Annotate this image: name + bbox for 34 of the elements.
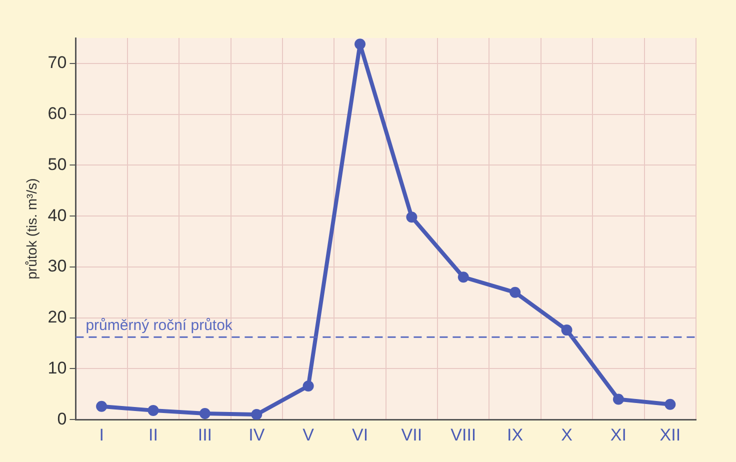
point xyxy=(302,380,314,392)
x-tick-label: VII xyxy=(401,425,422,444)
point xyxy=(664,398,676,410)
x-tick-label: I xyxy=(99,425,104,444)
x-tick-label: III xyxy=(198,425,212,444)
point xyxy=(96,400,108,412)
x-tick-label: X xyxy=(561,425,572,444)
point xyxy=(354,38,366,50)
y-tick-label: 50 xyxy=(48,154,67,174)
x-tick-label: VIII xyxy=(450,425,476,444)
point xyxy=(612,394,624,405)
point xyxy=(251,409,262,420)
y-tick-label: 60 xyxy=(48,104,67,124)
ref-line-label: průměrný roční průtok xyxy=(86,316,233,334)
x-tick-label: IV xyxy=(248,425,266,444)
x-tick-label: II xyxy=(148,425,158,444)
x-tick-label: IX xyxy=(507,425,524,444)
y-tick-label: 30 xyxy=(48,256,67,276)
y-tick-label: 0 xyxy=(57,409,67,428)
x-tick-label: XI xyxy=(610,425,626,444)
y-tick-label: 40 xyxy=(48,206,67,225)
point xyxy=(561,324,572,336)
y-tick-label: 20 xyxy=(48,308,67,327)
y-tick-label: 10 xyxy=(48,358,67,378)
x-tick-label: XII xyxy=(660,425,681,444)
y-axis-title: průtok (tis. m³/s) xyxy=(23,178,40,280)
y-tick-label: 70 xyxy=(48,53,67,72)
x-tick-label: VI xyxy=(352,425,368,444)
point xyxy=(406,212,418,223)
point xyxy=(510,286,521,298)
point xyxy=(458,272,469,283)
point xyxy=(199,408,210,419)
point xyxy=(148,404,159,416)
x-tick-label: V xyxy=(302,425,315,444)
